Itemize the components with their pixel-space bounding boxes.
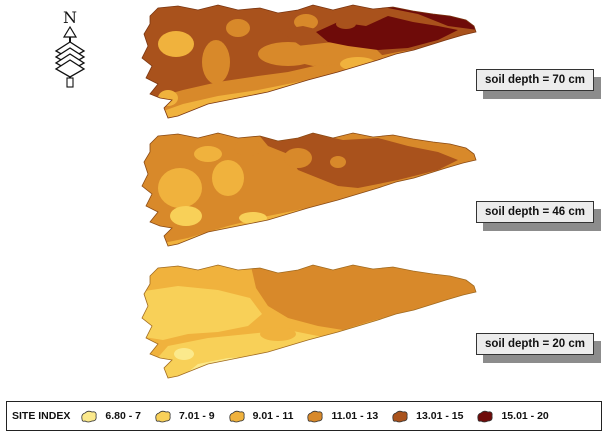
- depth-label-20cm: soil depth = 20 cm: [476, 333, 594, 355]
- legend-swatch-icon: [80, 410, 98, 423]
- legend-item: 15.01 - 20: [476, 410, 549, 423]
- legend-item: 11.01 - 13: [306, 410, 378, 423]
- legend-swatch-icon: [476, 410, 494, 423]
- legend-swatch-icon: [306, 410, 324, 423]
- site-index-map-70cm: [138, 2, 478, 120]
- legend-title: SITE INDEX: [12, 410, 71, 422]
- north-arrow-icon: N: [50, 8, 90, 90]
- depth-label-46cm: soil depth = 46 cm: [476, 201, 594, 223]
- depth-label-70cm: soil depth = 70 cm: [476, 69, 594, 91]
- legend-swatch-icon: [391, 410, 409, 423]
- site-index-map-20cm: [138, 262, 478, 380]
- north-letter: N: [63, 8, 77, 27]
- site-index-legend: SITE INDEX 6.80 - 7 7.01 - 9 9.01 - 11 1…: [6, 401, 602, 431]
- legend-swatch-icon: [154, 410, 172, 423]
- legend-swatch-icon: [228, 410, 246, 423]
- legend-range-label: 11.01 - 13: [331, 410, 379, 422]
- legend-range-label: 7.01 - 9: [178, 410, 215, 422]
- legend-range-label: 15.01 - 20: [501, 410, 549, 422]
- legend-item: 7.01 - 9: [154, 410, 215, 423]
- legend-range-label: 13.01 - 15: [416, 410, 464, 422]
- legend-item: 13.01 - 15: [391, 410, 463, 423]
- legend-item: 9.01 - 11: [228, 410, 294, 423]
- legend-item: 6.80 - 7: [80, 410, 141, 423]
- legend-range-label: 6.80 - 7: [105, 410, 141, 422]
- legend-range-label: 9.01 - 11: [252, 410, 294, 422]
- site-index-map-46cm: [138, 130, 478, 248]
